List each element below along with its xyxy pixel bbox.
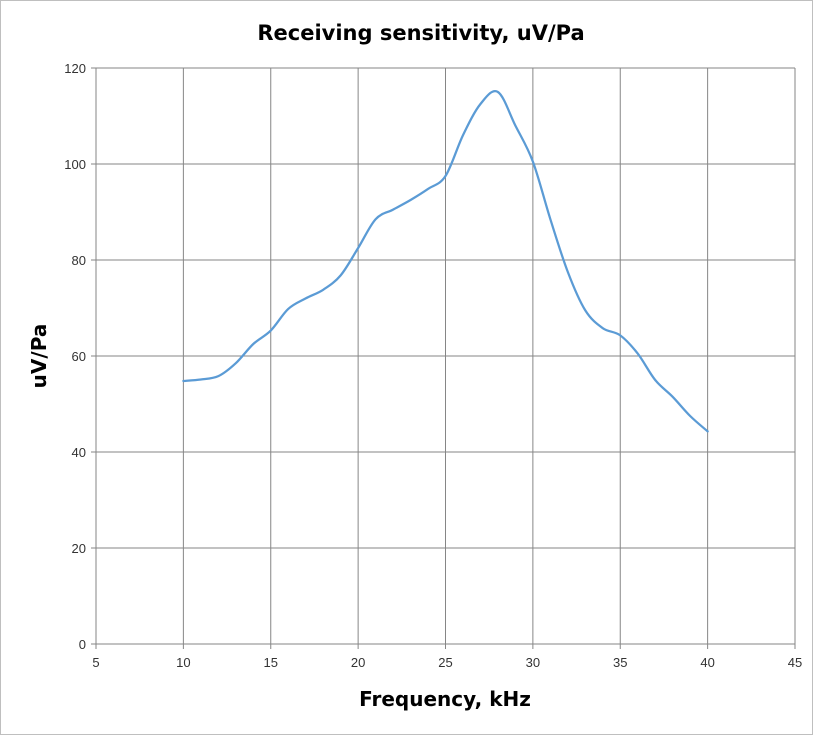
data-point <box>619 334 621 336</box>
chart-title: Receiving sensitivity, uV/Pa <box>257 21 584 45</box>
grid <box>91 67 796 649</box>
data-point <box>217 375 219 377</box>
data-point <box>549 218 551 220</box>
x-tick-label: 5 <box>92 655 99 670</box>
data-point <box>479 103 481 105</box>
data-point <box>287 308 289 310</box>
data-point <box>410 199 412 201</box>
data-point <box>427 188 429 190</box>
x-tick-label: 35 <box>613 655 627 670</box>
data-point <box>532 161 534 163</box>
y-axis-title: uV/Pa <box>27 324 51 389</box>
x-tick-label: 15 <box>264 655 278 670</box>
data-point <box>270 330 272 332</box>
y-tick-label: 0 <box>79 637 86 652</box>
data-point <box>445 175 447 177</box>
data-point <box>235 362 237 364</box>
data-point <box>322 289 324 291</box>
data-point <box>602 327 604 329</box>
data-point <box>637 353 639 355</box>
x-tick-label: 20 <box>351 655 365 670</box>
data-point <box>462 134 464 136</box>
x-tick-label: 25 <box>438 655 452 670</box>
data-point <box>497 91 499 93</box>
x-tick-label: 30 <box>526 655 540 670</box>
data-point <box>200 379 202 381</box>
axes <box>95 68 795 645</box>
y-tick-label: 20 <box>72 541 86 556</box>
x-tick-label: 40 <box>700 655 714 670</box>
x-axis-title: Frequency, kHz <box>359 687 531 711</box>
y-tick-label: 100 <box>64 157 86 172</box>
y-tick-label: 40 <box>72 445 86 460</box>
data-point <box>340 274 342 276</box>
y-tick-label: 120 <box>64 61 86 76</box>
data-point <box>375 218 377 220</box>
data-point <box>305 297 307 299</box>
tick-labels: 5 10 15 20 25 30 35 40 45 0 20 40 60 80 100 120 <box>64 61 802 670</box>
y-tick-label: 80 <box>72 253 86 268</box>
data-point <box>252 343 254 345</box>
data-point <box>707 430 709 432</box>
y-tick-label: 60 <box>72 349 86 364</box>
data-point <box>567 271 569 273</box>
data-point <box>182 380 184 382</box>
x-tick-label: 10 <box>176 655 190 670</box>
data-point <box>654 379 656 381</box>
data-point <box>672 396 674 398</box>
series-layer <box>182 90 709 433</box>
data-point <box>689 415 691 417</box>
data-point <box>584 309 586 311</box>
data-point <box>392 209 394 211</box>
x-tick-label: 45 <box>788 655 802 670</box>
data-point <box>514 125 516 127</box>
series-line <box>182 90 709 433</box>
data-point <box>357 247 359 249</box>
